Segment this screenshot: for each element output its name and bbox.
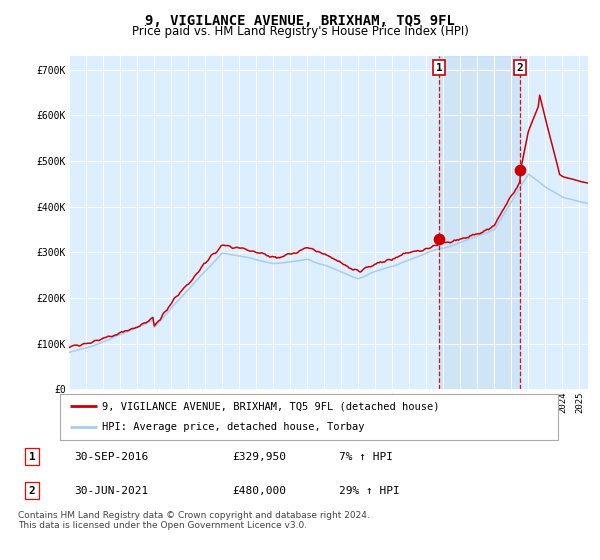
Text: 9, VIGILANCE AVENUE, BRIXHAM, TQ5 9FL: 9, VIGILANCE AVENUE, BRIXHAM, TQ5 9FL — [145, 14, 455, 28]
Text: 2: 2 — [517, 63, 523, 73]
Text: Price paid vs. HM Land Registry's House Price Index (HPI): Price paid vs. HM Land Registry's House … — [131, 25, 469, 38]
Text: 29% ↑ HPI: 29% ↑ HPI — [340, 486, 400, 496]
FancyBboxPatch shape — [60, 394, 558, 440]
Text: £329,950: £329,950 — [232, 451, 286, 461]
Text: 2: 2 — [29, 486, 35, 496]
Text: 1: 1 — [29, 451, 35, 461]
Text: 30-SEP-2016: 30-SEP-2016 — [74, 451, 149, 461]
Bar — [439, 56, 520, 389]
Text: HPI: Average price, detached house, Torbay: HPI: Average price, detached house, Torb… — [103, 422, 365, 432]
Point — [434, 234, 444, 243]
Text: 9, VIGILANCE AVENUE, BRIXHAM, TQ5 9FL (detached house): 9, VIGILANCE AVENUE, BRIXHAM, TQ5 9FL (d… — [103, 401, 440, 411]
Text: £480,000: £480,000 — [232, 486, 286, 496]
Point — [515, 166, 525, 175]
Text: 30-JUN-2021: 30-JUN-2021 — [74, 486, 149, 496]
Text: 7% ↑ HPI: 7% ↑ HPI — [340, 451, 394, 461]
Text: Contains HM Land Registry data © Crown copyright and database right 2024.
This d: Contains HM Land Registry data © Crown c… — [18, 511, 370, 530]
Text: 1: 1 — [436, 63, 442, 73]
